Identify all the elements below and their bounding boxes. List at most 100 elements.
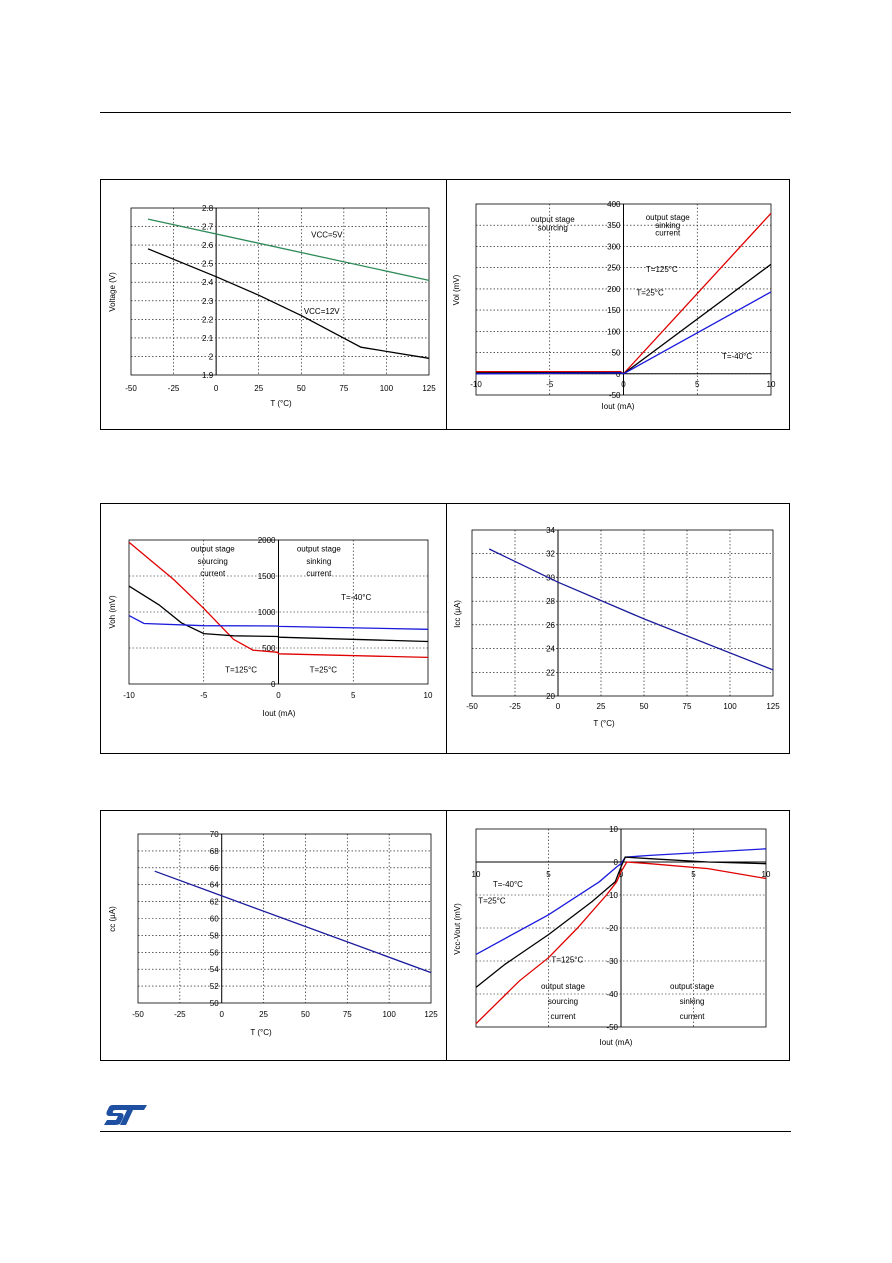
y-tick-label: -50 (606, 1023, 618, 1032)
chart-voh-vs-iout: 0 500 1000 1500 2000 -10 -5 0 5 10 Iout (mA) Voh (m… (108, 536, 433, 718)
chart-annotation: sinking (306, 557, 331, 566)
chart-annotation: sourcing (198, 557, 228, 566)
chart-vcc-vout-vs-iout: -50 -40 -30 -20 -10 0 10 10 5 0 5 10 Iout (mA) Vcc-Vo… (453, 825, 771, 1047)
chart-annotation: T=-40°C (493, 880, 523, 889)
series-line (475, 861, 767, 1025)
x-axis-label: Iout (mA) (263, 709, 296, 718)
chart-annotation: output stage (531, 215, 576, 224)
chart-annotation: current (200, 569, 226, 578)
x-tick-label: 5 (351, 691, 356, 700)
y-tick-label: 2.8 (202, 204, 214, 213)
y-tick-label: 28 (546, 597, 555, 606)
chart-annotation: sinking (680, 997, 705, 1006)
series-line (128, 541, 429, 659)
x-axis-label: T (°C) (593, 719, 615, 728)
y-tick-label: 2.6 (202, 241, 214, 250)
plot-frame (130, 207, 430, 376)
chart-voltage-vs-temperature: 1.9 2 2.1 2.2 2.3 2.4 2.5 2.6 2.7 2.8 -50 -25 0 25 50 7… (108, 204, 436, 408)
series-line (488, 548, 774, 671)
y-tick-label: 1500 (258, 572, 276, 581)
series-line (147, 218, 430, 282)
series-line (154, 870, 432, 974)
y-tick-label: 50 (612, 349, 621, 358)
chart-annotation: T=25°C (478, 896, 506, 905)
x-axis-label: T (°C) (270, 399, 292, 408)
x-tick-label: -50 (466, 702, 478, 711)
y-tick-label: 250 (607, 264, 621, 273)
y-tick-label: -20 (606, 924, 618, 933)
y-tick-label: 66 (210, 864, 219, 873)
x-tick-label: 25 (254, 384, 263, 393)
y-tick-label: 34 (546, 526, 555, 535)
y-tick-label: 58 (210, 931, 219, 940)
x-tick-label: -5 (546, 380, 554, 389)
y-tick-label: 30 (546, 573, 555, 582)
x-tick-label: 75 (343, 1010, 352, 1019)
x-tick-label: -25 (174, 1010, 186, 1019)
y-tick-label: 32 (546, 550, 555, 559)
y-tick-label: 20 (546, 692, 555, 701)
x-tick-label: 5 (546, 870, 551, 879)
x-tick-label: -5 (200, 691, 208, 700)
chart-annotation: current (655, 228, 681, 237)
y-tick-label: 300 (607, 242, 621, 251)
x-tick-label: 5 (695, 380, 700, 389)
x-tick-label: 10 (424, 691, 433, 700)
x-tick-label: 0 (276, 691, 281, 700)
series-line (475, 856, 767, 988)
x-tick-label: 10 (472, 870, 481, 879)
y-tick-label: 68 (210, 847, 219, 856)
x-axis-label: Iout (mA) (600, 1038, 633, 1047)
x-tick-label: 0 (219, 1010, 224, 1019)
x-tick-label: 125 (424, 1010, 438, 1019)
x-tick-label: 100 (380, 384, 394, 393)
series-line (475, 291, 772, 375)
chart-annotation: T=-40°C (341, 593, 371, 602)
x-tick-label: 100 (382, 1010, 396, 1019)
chart-cc-vs-temperature: 50 52 54 56 58 60 62 64 66 68 70 -50 -25 0 25 50 75 100 12… (108, 830, 438, 1037)
y-tick-label: 2.1 (202, 334, 214, 343)
series-line (475, 848, 767, 955)
chart-annotation: T=125°C (225, 665, 257, 674)
chart-annotation: current (680, 1012, 706, 1021)
y-tick-label: 2.5 (202, 260, 214, 269)
y-tick-label: 100 (607, 327, 621, 336)
y-tick-label: 56 (210, 948, 219, 957)
plot-frame (471, 529, 774, 697)
x-tick-label: -25 (509, 702, 521, 711)
x-tick-label: 10 (767, 380, 776, 389)
panel-divider (446, 504, 447, 753)
x-tick-label: 50 (301, 1010, 310, 1019)
y-tick-label: 0 (271, 680, 276, 689)
x-tick-label: 75 (339, 384, 348, 393)
y-tick-label: 2 (209, 352, 214, 361)
y-axis-label: Voh (mV) (108, 595, 117, 629)
y-tick-label: 10 (609, 825, 618, 834)
y-tick-label: 200 (607, 285, 621, 294)
x-tick-label: 0 (556, 702, 561, 711)
x-tick-label: 100 (723, 702, 737, 711)
y-axis-label: Vol (mV) (452, 274, 461, 305)
y-tick-label: 62 (210, 898, 219, 907)
x-axis-label: T (°C) (250, 1028, 272, 1037)
x-tick-label: -10 (123, 691, 135, 700)
footer-rule (100, 1131, 791, 1132)
x-tick-label: 50 (640, 702, 649, 711)
chart-annotation: sinking (655, 221, 680, 230)
chart-annotation: VCC=12V (304, 307, 340, 316)
x-tick-label: 0 (214, 384, 219, 393)
y-tick-label: 2.3 (202, 297, 214, 306)
chart-annotation: T=25°C (310, 665, 338, 674)
y-tick-label: 500 (262, 644, 276, 653)
y-axis-label: Icc (µA) (453, 600, 462, 628)
st-logo-icon (104, 1105, 147, 1125)
y-tick-label: 350 (607, 221, 621, 230)
chart-annotation: T=125°C (551, 956, 583, 965)
figure-row-2: 0 500 1000 1500 2000 -10 -5 0 5 10 Iout (mA) Voh (m… (100, 503, 790, 754)
chart-annotation: T=25°C (636, 288, 664, 297)
chart-annotation: current (306, 569, 332, 578)
y-tick-label: 54 (210, 965, 219, 974)
panel-divider (446, 180, 447, 429)
chart-annotation: T=125°C (646, 265, 678, 274)
